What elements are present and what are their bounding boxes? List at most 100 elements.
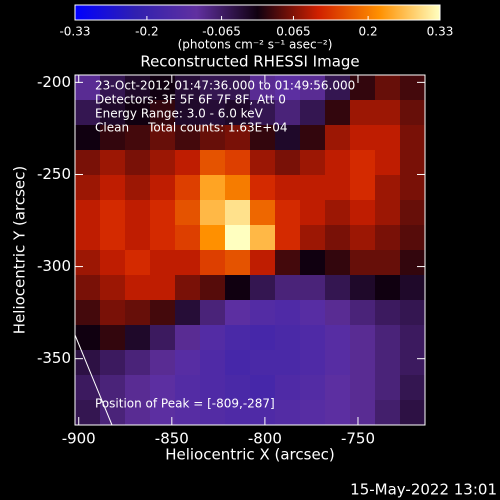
image-cell xyxy=(225,150,251,176)
colorbar-frame xyxy=(74,4,441,21)
image-cell xyxy=(75,400,101,426)
image-cell xyxy=(150,325,176,351)
image-cell xyxy=(300,150,326,176)
y-tick-label: -300 xyxy=(37,257,71,275)
image-cell xyxy=(125,175,151,201)
image-cell xyxy=(250,300,276,326)
image-cell xyxy=(200,75,226,101)
image-cell xyxy=(375,325,401,351)
image-cell xyxy=(125,100,151,126)
colorbar-tick-label: -0.33 xyxy=(59,25,90,39)
image-cell xyxy=(325,325,351,351)
image-cell xyxy=(150,250,176,276)
image-cell xyxy=(375,400,401,426)
image-cell xyxy=(125,300,151,326)
colorbar-tick-label: -0.2 xyxy=(135,25,158,39)
image-cell xyxy=(400,150,426,176)
image-cell xyxy=(275,150,301,176)
image-cell xyxy=(100,275,126,301)
image-cell xyxy=(75,300,101,326)
x-tick-label: -750 xyxy=(341,430,375,448)
image-cell xyxy=(175,150,201,176)
image-cell xyxy=(325,250,351,276)
image-cell xyxy=(250,175,276,201)
image-cell xyxy=(325,125,351,151)
image-cell xyxy=(225,125,251,151)
image-cell xyxy=(400,75,426,101)
image-cell xyxy=(175,375,201,401)
image-cell xyxy=(300,125,326,151)
image-cell xyxy=(150,300,176,326)
image-cell xyxy=(75,75,101,101)
colorbar-tick-label: -0.065 xyxy=(202,25,241,39)
image-cell xyxy=(150,150,176,176)
colorbar xyxy=(75,5,440,20)
image-cell xyxy=(125,75,151,101)
image-cell xyxy=(350,300,376,326)
image-cell xyxy=(75,250,101,276)
image-cell xyxy=(325,400,351,426)
image-cell xyxy=(175,175,201,201)
image-cell xyxy=(150,350,176,376)
x-axis-label: Heliocentric X (arcsec) xyxy=(165,446,335,464)
image-cell xyxy=(300,225,326,251)
image-cell xyxy=(275,375,301,401)
image-cell xyxy=(325,150,351,176)
image-cell xyxy=(75,125,101,151)
image-cell xyxy=(325,300,351,326)
y-axis-label: Heliocentric Y (arcsec) xyxy=(11,166,29,334)
image-cell xyxy=(175,325,201,351)
image-cell xyxy=(200,375,226,401)
image-cell xyxy=(100,200,126,226)
image-cell xyxy=(400,375,426,401)
image-cell xyxy=(200,350,226,376)
image-cell xyxy=(200,300,226,326)
image-cell xyxy=(375,100,401,126)
image-cell xyxy=(375,250,401,276)
image-cell xyxy=(100,125,126,151)
peak-label: Position of Peak = [-809,-287] xyxy=(95,397,275,411)
image-cell xyxy=(325,350,351,376)
image-cell xyxy=(125,375,151,401)
image-cell xyxy=(400,400,426,426)
footer: 15-May-2022 13:01 xyxy=(350,481,497,499)
image-cell xyxy=(100,350,126,376)
image-cell xyxy=(200,225,226,251)
image-cell xyxy=(375,275,401,301)
image-cell xyxy=(150,275,176,301)
image-cell xyxy=(375,200,401,226)
image-cell xyxy=(75,275,101,301)
image-cell xyxy=(350,150,376,176)
image-cell xyxy=(175,250,201,276)
image-cell xyxy=(400,200,426,226)
image-cell xyxy=(250,250,276,276)
image-cell xyxy=(400,250,426,276)
image-cell xyxy=(250,75,276,101)
image-cell xyxy=(325,100,351,126)
image-cell xyxy=(375,150,401,176)
image-cell xyxy=(100,325,126,351)
image-cell xyxy=(175,350,201,376)
image-cell xyxy=(225,350,251,376)
image-cell xyxy=(150,175,176,201)
image-cell xyxy=(400,325,426,351)
image-cell xyxy=(250,400,276,426)
image-cell xyxy=(225,375,251,401)
colorbar-label: (photons cm⁻² s⁻¹ asec⁻²) xyxy=(178,38,333,52)
image-cell xyxy=(350,400,376,426)
image-cell xyxy=(275,175,301,201)
image-cell xyxy=(350,200,376,226)
annotation: Clean Total counts: 1.63E+04 xyxy=(95,121,288,135)
image-cell xyxy=(350,275,376,301)
image-cell xyxy=(125,350,151,376)
image-cell xyxy=(125,275,151,301)
image-cell xyxy=(100,250,126,276)
image-cell xyxy=(300,275,326,301)
image-cell xyxy=(350,325,376,351)
image-cell xyxy=(125,250,151,276)
image-cell xyxy=(350,75,376,101)
x-tick-label: -850 xyxy=(155,430,189,448)
image-cell xyxy=(275,400,301,426)
image-cell xyxy=(375,125,401,151)
